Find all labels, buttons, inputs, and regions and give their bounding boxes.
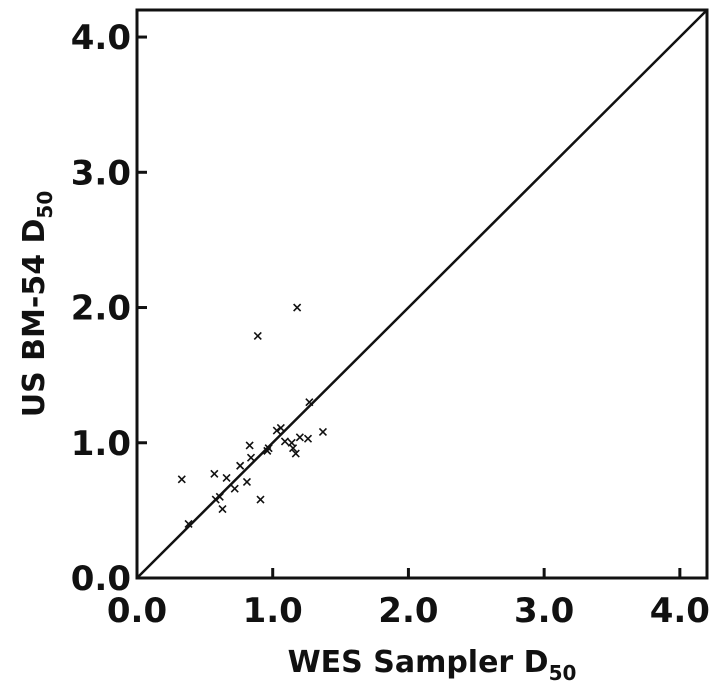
data-point <box>246 453 256 462</box>
y-tick-label: 3.0 <box>71 153 131 193</box>
x-tick-label: 1.0 <box>243 591 303 631</box>
data-point <box>291 449 300 458</box>
reference-line-layer <box>136 9 708 579</box>
data-point <box>276 423 285 432</box>
data-points <box>177 303 327 528</box>
x-axis-title-subscript: 50 <box>549 661 577 685</box>
data-point <box>218 504 227 514</box>
data-point <box>305 398 314 407</box>
data-point <box>280 437 289 446</box>
data-point <box>222 473 231 482</box>
axis-ticks: 0.0 1.0 2.0 3.0 4.0 0.0 1.0 2.0 3.0 4.0 <box>71 18 710 631</box>
x-tick-label: 0.0 <box>107 591 167 631</box>
data-point <box>177 475 186 484</box>
y-tick-label: 1.0 <box>71 424 131 464</box>
identity-line <box>136 9 708 579</box>
x-axis-title: WES Sampler D50 <box>288 645 577 685</box>
data-point <box>253 331 262 340</box>
data-point <box>293 303 302 312</box>
data-point <box>211 495 220 504</box>
data-point <box>236 461 245 470</box>
y-axis-title: US BM-54 D50 <box>17 191 57 418</box>
data-point <box>289 444 298 453</box>
data-point <box>242 477 251 487</box>
plot-frame <box>135 8 709 580</box>
x-tick-label: 4.0 <box>650 591 710 631</box>
data-point <box>245 441 254 450</box>
data-point <box>295 433 304 442</box>
y-tick-label: 4.0 <box>71 18 131 58</box>
x-tick-label: 3.0 <box>514 591 574 631</box>
data-point <box>318 427 327 437</box>
data-point <box>303 434 313 443</box>
x-axis-title-main: WES Sampler D <box>288 645 549 680</box>
data-point <box>215 492 224 501</box>
data-point <box>272 426 281 435</box>
y-tick-label: 2.0 <box>71 289 131 329</box>
x-tick-label: 2.0 <box>378 591 438 631</box>
data-point <box>210 469 219 478</box>
y-axis-title-main: US BM-54 D <box>17 219 52 418</box>
y-axis-title-subscript: 50 <box>33 191 57 219</box>
y-tick-label: 0.0 <box>71 559 131 599</box>
data-point <box>184 519 193 528</box>
data-point <box>264 444 273 453</box>
data-point <box>230 484 239 493</box>
data-point <box>256 495 265 504</box>
